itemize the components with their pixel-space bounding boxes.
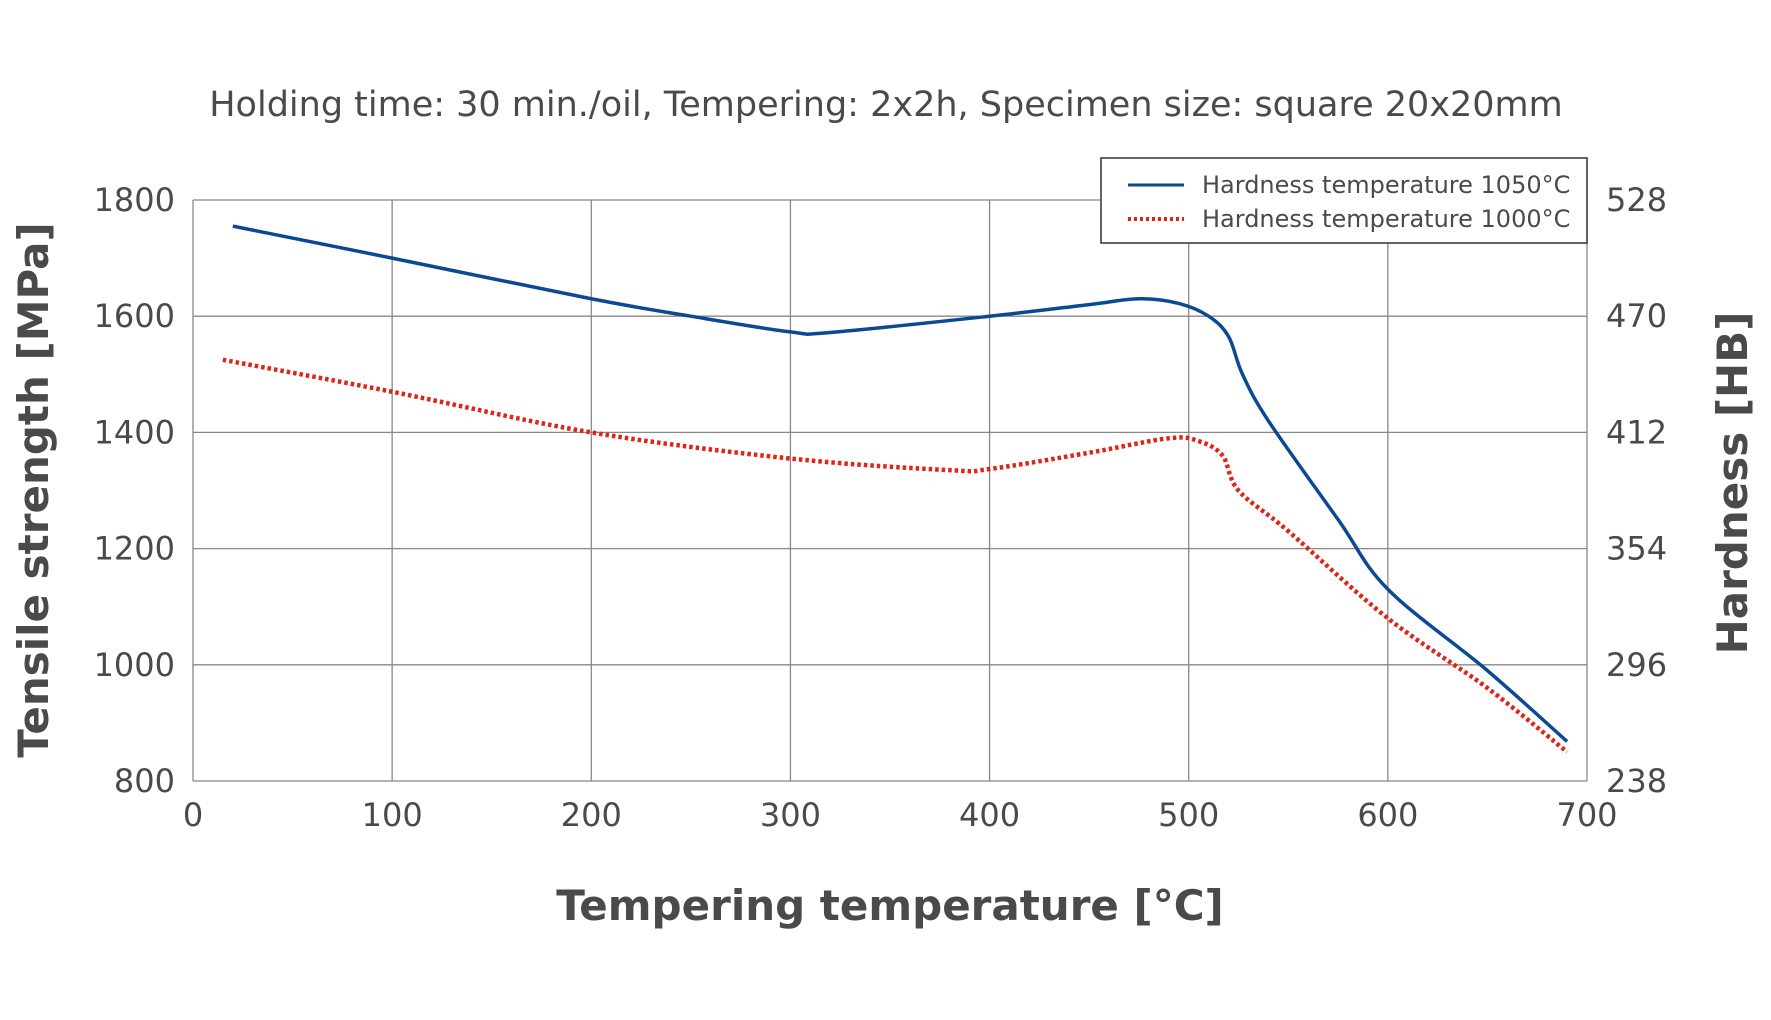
legend-label-1050: Hardness temperature 1050°C <box>1202 171 1570 199</box>
x-axis-label: Tempering temperature [°C] <box>556 881 1224 930</box>
series-group <box>222 224 1569 754</box>
y-tick-label: 1000 <box>94 646 175 684</box>
y2-tick-label: 354 <box>1606 530 1667 568</box>
y-tick-label: 1400 <box>94 413 175 451</box>
y-axis-label: Tensile strength [MPa] <box>9 222 58 757</box>
series-line-1000 <box>222 357 1569 754</box>
y2-axis-label: Hardness [HB] <box>1708 312 1757 655</box>
x-tick-label: 200 <box>561 796 622 834</box>
x-tick-label: 700 <box>1556 796 1617 834</box>
y2-tick-label: 470 <box>1606 297 1667 335</box>
x-tick-label: 400 <box>959 796 1020 834</box>
series-line-1050 <box>232 224 1569 743</box>
y-tick-label: 1200 <box>94 530 175 568</box>
y2-tick-label: 296 <box>1606 646 1667 684</box>
tick-labels: 0 100 200 300 400 500 600 700 800 238 1000 296 1200 3… <box>94 181 1668 834</box>
x-tick-label: 100 <box>362 796 423 834</box>
y-tick-label: 1600 <box>94 297 175 335</box>
legend: Hardness temperature 1050°C Hardness tem… <box>1100 157 1588 244</box>
y2-tick-label: 412 <box>1606 413 1667 451</box>
x-tick-label: 600 <box>1357 796 1418 834</box>
y2-tick-label: 528 <box>1606 181 1667 219</box>
y-tick-label: 1800 <box>94 181 175 219</box>
x-tick-label: 300 <box>760 796 821 834</box>
y-tick-label: 800 <box>114 762 175 800</box>
x-tick-label: 0 <box>183 796 203 834</box>
chart-title: Holding time: 30 min./oil, Tempering: 2x… <box>209 85 1563 125</box>
legend-label-1000: Hardness temperature 1000°C <box>1202 205 1570 233</box>
y2-tick-label: 238 <box>1606 762 1667 800</box>
legend-box <box>1100 157 1588 244</box>
x-tick-label: 500 <box>1158 796 1219 834</box>
grid <box>192 199 1588 782</box>
